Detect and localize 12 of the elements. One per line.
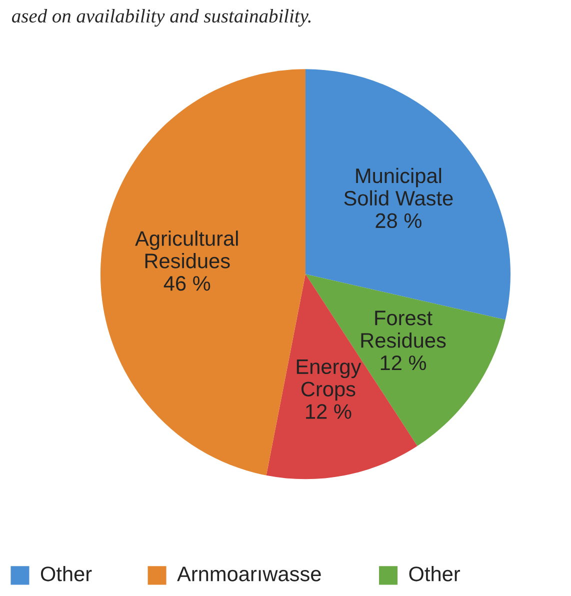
text: Arnmoarıwasse — [177, 566, 321, 582]
data-label: 12 % — [306, 404, 352, 419]
data-label: 28 % — [376, 213, 422, 228]
text: ased on availability and sustainability. — [12, 8, 311, 27]
data-label: 46 % — [164, 276, 210, 291]
text: Other — [409, 566, 460, 582]
data-label: 12 % — [380, 355, 426, 370]
slice-label: Agricultural Residues — [135, 230, 238, 268]
slice-label: Municipal Solid Waste — [344, 168, 453, 206]
text: Other — [40, 566, 92, 582]
slice-label: Energy Crops — [296, 359, 362, 401]
slice-label: Forest Residues — [361, 310, 446, 348]
